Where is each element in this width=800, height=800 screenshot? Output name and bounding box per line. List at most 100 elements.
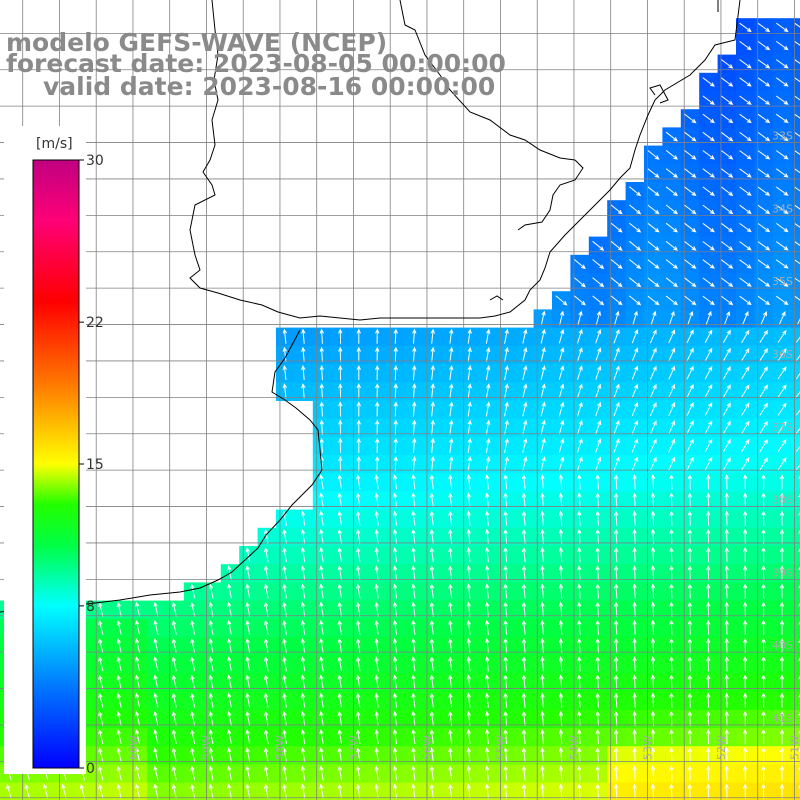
wind-arrow	[595, 383, 602, 399]
wind-arrow	[669, 728, 674, 745]
wind-arrow	[503, 601, 508, 617]
wind-arrow	[702, 277, 715, 287]
wind-arrow	[669, 783, 674, 799]
wind-cell	[791, 127, 800, 147]
wind-arrow	[521, 783, 527, 799]
wind-arrow	[153, 638, 159, 654]
wind-arrow	[704, 347, 713, 362]
wind-arrow	[761, 474, 766, 490]
wind-arrow	[503, 765, 508, 781]
wind-arrow	[632, 492, 637, 508]
wind-arrow	[412, 437, 417, 453]
wind-arrow	[374, 619, 379, 635]
wind-arrow	[485, 583, 490, 599]
wind-arrow	[724, 783, 729, 799]
wind-arrow	[687, 601, 693, 617]
wind-arrow	[135, 729, 141, 745]
wind-arrow	[704, 456, 713, 471]
wind-arrow	[171, 638, 177, 654]
wind-arrow	[595, 637, 600, 654]
wind-arrow	[558, 401, 565, 417]
wind-arrow	[577, 692, 582, 708]
wind-arrow	[779, 546, 785, 563]
wind-arrow	[686, 420, 694, 435]
wind-arrow	[668, 438, 676, 453]
wind-arrow	[595, 420, 602, 435]
wind-arrow	[171, 747, 177, 763]
wind-arrow	[776, 168, 789, 178]
wind-arrow	[759, 402, 768, 416]
wind-arrow	[687, 783, 693, 799]
wind-arrow	[374, 692, 379, 708]
wind-arrow	[467, 365, 472, 381]
wind-arrow	[739, 204, 752, 215]
wind-arrow	[649, 365, 657, 380]
wind-arrow	[798, 766, 800, 781]
wind-arrow	[577, 728, 582, 745]
wind-arrow	[430, 455, 435, 472]
wind-arrow	[558, 456, 565, 471]
wind-arrow	[282, 547, 287, 563]
wind-arrow	[411, 783, 416, 799]
wind-arrow	[300, 656, 306, 672]
wind-arrow	[798, 547, 800, 563]
wind-arrow	[227, 729, 232, 745]
wind-arrow	[245, 638, 251, 654]
wind-arrow	[665, 204, 678, 215]
wind-arrow	[702, 95, 715, 105]
wind-arrow	[795, 336, 800, 343]
wind-arrow	[337, 783, 343, 799]
wind-arrow	[706, 510, 711, 526]
wind-arrow	[757, 204, 771, 215]
wind-arrow	[282, 583, 287, 599]
wind-arrow	[558, 656, 564, 672]
wind-arrow	[742, 637, 748, 654]
wind-arrow	[558, 347, 565, 362]
wind-arrow	[795, 445, 800, 452]
wind-arrow	[668, 420, 676, 435]
wind-arrow	[741, 457, 750, 471]
wind-arrow	[171, 692, 177, 708]
wind-arrow	[412, 455, 417, 472]
wind-arrow	[632, 765, 637, 781]
wind-arrow	[392, 783, 398, 799]
wind-arrow	[521, 474, 527, 490]
wind-arrow	[521, 674, 527, 690]
wind-cell	[791, 291, 800, 310]
wind-arrow	[98, 656, 104, 672]
wind-arrow	[503, 510, 508, 526]
wind-arrow	[264, 692, 269, 708]
wind-arrow	[375, 364, 380, 381]
wind-arrow	[668, 329, 676, 344]
wind-arrow	[631, 347, 639, 362]
wind-arrow	[794, 95, 800, 101]
wind-arrow	[558, 783, 564, 799]
wind-arrow	[759, 420, 768, 434]
wind-arrow	[319, 583, 324, 599]
wind-arrow	[757, 259, 771, 269]
wind-arrow	[356, 492, 361, 508]
latitude-label: 37S	[772, 421, 793, 434]
wind-arrow	[116, 638, 122, 654]
wind-arrow	[779, 783, 785, 799]
wind-arrow	[669, 637, 674, 654]
wind-arrow	[595, 765, 600, 781]
wind-arrow	[684, 277, 697, 288]
wind-arrow	[245, 583, 251, 599]
wind-arrow	[724, 747, 729, 763]
wind-arrow	[503, 492, 508, 508]
wind-arrow	[684, 222, 697, 233]
wind-arrow	[153, 619, 159, 635]
wind-arrow	[742, 656, 748, 672]
wind-arrow	[686, 438, 694, 453]
wind-arrow	[777, 348, 787, 361]
wind-arrow	[521, 728, 527, 745]
wind-arrow	[720, 150, 734, 160]
wind-arrow	[794, 223, 800, 228]
wind-arrow	[540, 637, 545, 654]
wind-arrow	[684, 186, 697, 197]
wind-arrow	[338, 401, 343, 417]
wind-arrow	[794, 168, 800, 174]
wind-arrow	[577, 710, 582, 726]
wind-arrow	[540, 437, 546, 453]
